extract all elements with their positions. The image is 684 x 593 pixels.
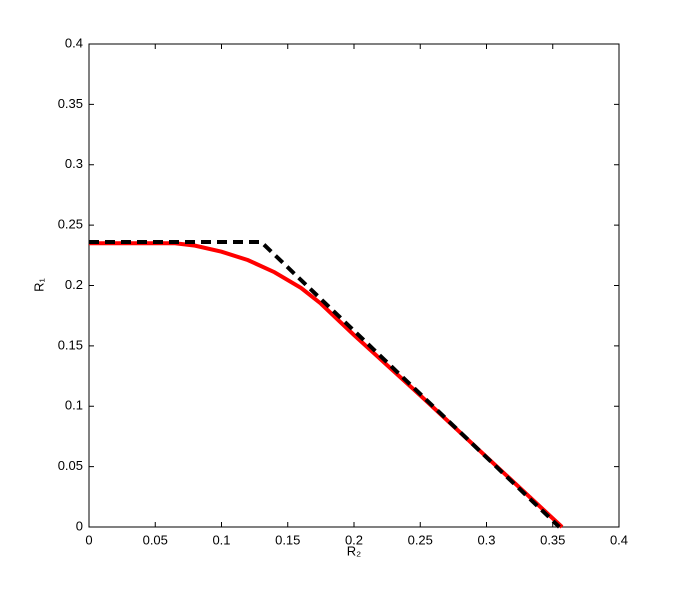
y-tick-label: 0.25 — [58, 217, 83, 232]
y-tick-label: 0 — [76, 518, 83, 533]
x-tick-label: 0.25 — [408, 532, 433, 547]
x-tick-label: 0.4 — [610, 532, 628, 547]
y-tick-label: 0.4 — [65, 35, 83, 50]
x-tick-label: 0.1 — [212, 532, 230, 547]
plot-area — [88, 43, 620, 528]
x-tick-label: 0.2 — [345, 532, 363, 547]
y-tick-label: 0.05 — [58, 458, 83, 473]
x-tick-label: 0.3 — [477, 532, 495, 547]
y-tick-label: 0.15 — [58, 337, 83, 352]
x-tick-label: 0.35 — [540, 532, 565, 547]
x-axis-label: R₂ — [347, 543, 361, 558]
y-tick-label: 0.35 — [58, 96, 83, 111]
y-axis-label: R₁ — [31, 278, 46, 292]
y-tick-label: 0.3 — [65, 156, 83, 171]
x-tick-label: 0.15 — [275, 532, 300, 547]
data-line — [89, 240, 561, 529]
y-tick-label: 0.1 — [65, 398, 83, 413]
x-tick-label: 0.05 — [143, 532, 168, 547]
y-tick-label: 0.2 — [65, 277, 83, 292]
x-tick-label: 0 — [85, 532, 92, 547]
